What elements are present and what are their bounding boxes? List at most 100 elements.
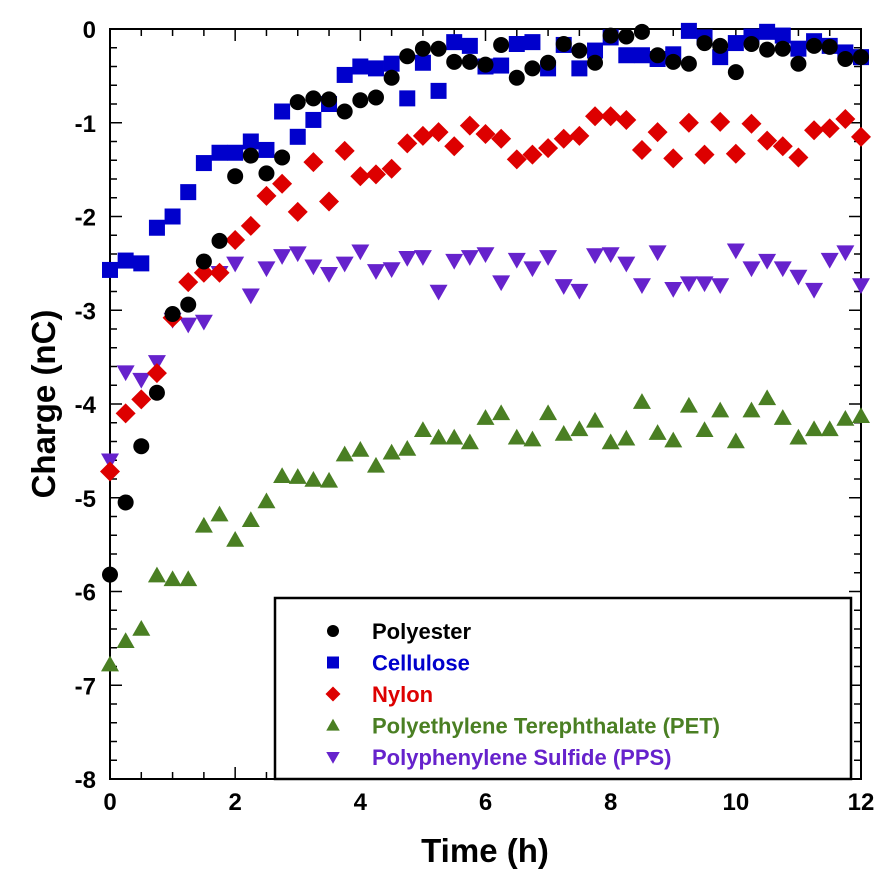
- data-point: [835, 109, 856, 129]
- y-tick-label: -3: [75, 298, 96, 325]
- data-point: [506, 149, 527, 170]
- data-point: [115, 403, 136, 424]
- data-point: [398, 251, 417, 267]
- data-point: [712, 37, 729, 54]
- data-point: [336, 66, 353, 83]
- data-point: [430, 82, 447, 99]
- data-point: [772, 136, 793, 157]
- data-point: [211, 232, 228, 249]
- data-point: [523, 430, 542, 447]
- data-point: [647, 122, 668, 143]
- data-point: [663, 148, 684, 169]
- data-point: [837, 51, 854, 67]
- data-point: [601, 247, 620, 263]
- data-point: [226, 530, 245, 547]
- data-point: [805, 282, 824, 299]
- data-point: [132, 372, 151, 389]
- data-point: [774, 40, 791, 57]
- data-point: [649, 47, 666, 64]
- legend-label: Polyphenylene Sulfide (PPS): [372, 745, 672, 770]
- data-point: [788, 147, 809, 168]
- data-point: [350, 166, 371, 187]
- legend-marker-circle: [327, 625, 339, 637]
- data-point: [539, 404, 558, 421]
- data-point: [726, 243, 745, 260]
- y-tick-label: -1: [75, 111, 96, 138]
- data-point: [180, 184, 197, 201]
- data-point: [148, 384, 165, 401]
- y-axis-label: Charge (nC): [25, 310, 62, 499]
- data-point: [742, 261, 761, 278]
- data-point: [617, 256, 636, 273]
- data-point: [571, 42, 588, 59]
- data-point: [570, 420, 589, 437]
- data-point: [179, 317, 198, 334]
- data-point: [117, 494, 134, 511]
- x-tick-label: 0: [103, 789, 116, 816]
- data-point: [710, 111, 731, 132]
- data-point: [241, 288, 260, 305]
- legend-item: Polyphenylene Sulfide (PPS): [326, 745, 672, 770]
- data-point: [195, 253, 212, 270]
- data-point: [852, 407, 870, 423]
- data-point: [133, 438, 150, 455]
- data-point: [741, 113, 762, 134]
- data-point: [695, 421, 714, 437]
- data-point: [725, 143, 746, 164]
- data-point: [665, 53, 682, 70]
- data-point: [727, 64, 744, 81]
- data-point: [569, 125, 590, 146]
- data-point: [758, 389, 777, 406]
- data-point: [321, 91, 338, 108]
- y-tick-label: -7: [75, 673, 96, 700]
- data-point: [367, 89, 384, 106]
- data-point: [164, 306, 181, 322]
- data-point: [100, 461, 120, 482]
- data-point: [194, 516, 213, 533]
- legend-item: Cellulose: [327, 651, 470, 676]
- data-point: [508, 36, 525, 52]
- data-point: [632, 278, 651, 294]
- data-point: [757, 130, 778, 151]
- y-tick-label: -2: [75, 205, 96, 232]
- data-marks: [100, 22, 871, 672]
- data-point: [553, 128, 574, 149]
- data-point: [117, 252, 134, 269]
- data-point: [491, 128, 512, 149]
- data-point: [742, 401, 761, 418]
- data-point: [428, 122, 449, 143]
- data-point: [664, 431, 683, 448]
- data-point: [853, 49, 869, 66]
- data-point: [476, 409, 495, 425]
- legend-item: Polyethylene Terephthalate (PET): [326, 714, 720, 739]
- data-point: [633, 47, 650, 64]
- data-point: [257, 261, 276, 278]
- data-point: [414, 40, 431, 57]
- y-tick-label: -6: [75, 580, 96, 607]
- data-point: [555, 36, 572, 52]
- data-point: [711, 278, 730, 294]
- data-point: [163, 570, 182, 587]
- y-tick-label: -8: [75, 767, 96, 794]
- data-point: [492, 275, 511, 292]
- data-point: [631, 139, 652, 160]
- data-point: [399, 90, 416, 107]
- data-point: [257, 492, 276, 509]
- data-point: [679, 396, 698, 413]
- x-tick-label: 2: [228, 789, 241, 816]
- data-point: [726, 432, 745, 449]
- data-point: [147, 566, 166, 583]
- data-point: [319, 191, 340, 212]
- data-point: [227, 144, 244, 161]
- data-point: [493, 36, 510, 53]
- data-point: [288, 468, 307, 484]
- x-tick-label: 6: [479, 789, 492, 816]
- data-point: [256, 185, 277, 206]
- data-point: [493, 57, 510, 74]
- data-point: [272, 173, 293, 194]
- data-point: [366, 264, 385, 280]
- data-point: [288, 246, 307, 263]
- y-tick-label: -5: [75, 486, 96, 513]
- data-point: [133, 255, 150, 272]
- data-point: [287, 201, 308, 222]
